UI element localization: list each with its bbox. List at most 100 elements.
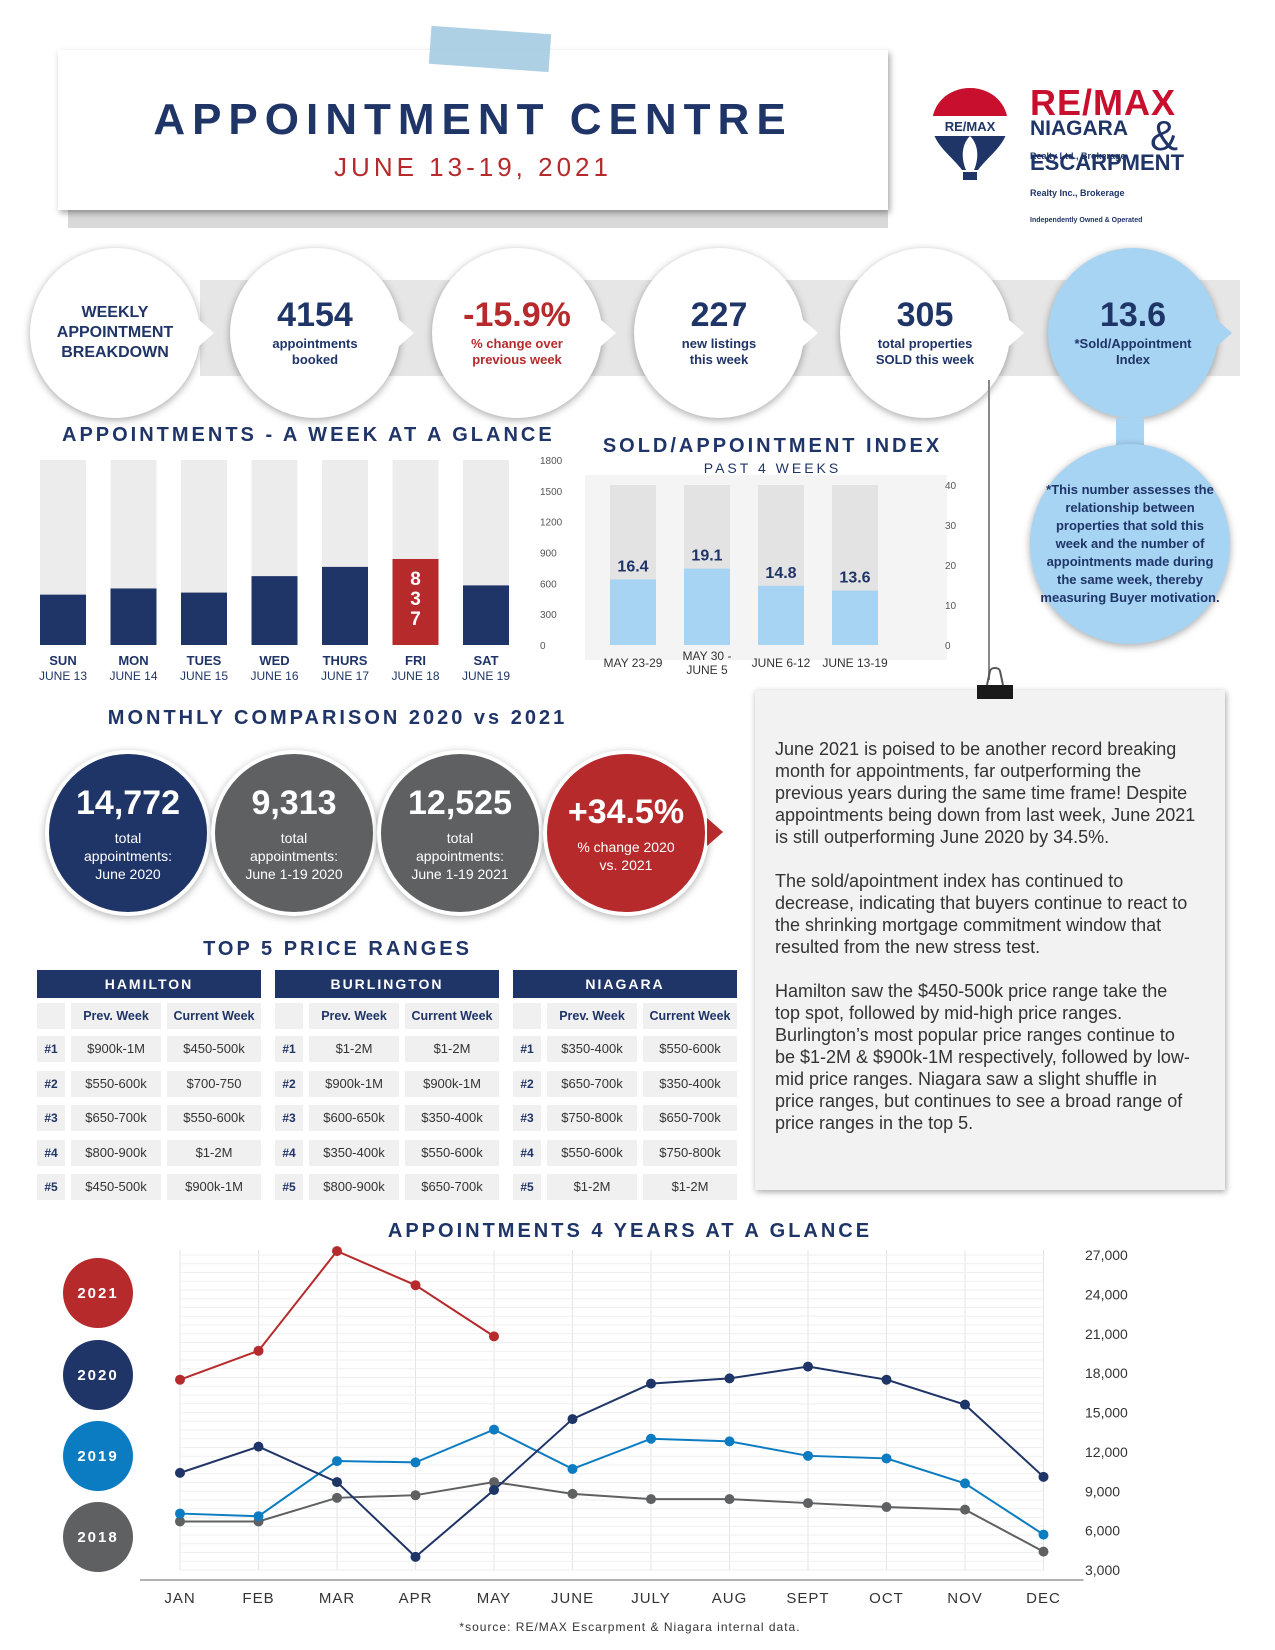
index-note-circle: *This number assesses the relationship b… bbox=[1030, 444, 1230, 644]
week-bar bbox=[251, 576, 298, 645]
index-category-label: JUNE 13-19 bbox=[822, 656, 888, 670]
week-y-tick: 600 bbox=[540, 579, 557, 590]
index-chart-title: SOLD/APPOINTMENT INDEX bbox=[602, 435, 943, 457]
series-point-2019 bbox=[253, 1511, 264, 1522]
stat-index-circle: 13.6 *Sold/Appointment Index bbox=[1048, 248, 1232, 418]
series-point-2020 bbox=[960, 1399, 970, 1410]
years-x-tick: JAN bbox=[164, 1590, 195, 1607]
monthly-value: 14,772 bbox=[76, 783, 180, 822]
week-date-label: JUNE 15 bbox=[180, 669, 228, 683]
rank-cell: #5 bbox=[513, 1174, 541, 1200]
price-cell: $1-2M bbox=[405, 1036, 499, 1062]
index-bar bbox=[610, 579, 656, 645]
years-x-tick: OCT bbox=[869, 1590, 904, 1607]
index-category-label: MAY 30 - bbox=[683, 649, 732, 663]
rank-cell: #3 bbox=[37, 1105, 65, 1131]
price-cell: $1-2M bbox=[309, 1036, 399, 1062]
price-cell: $650-700k bbox=[405, 1174, 499, 1200]
logo-brand: RE/MAX bbox=[1030, 82, 1177, 123]
series-point-2020 bbox=[567, 1414, 578, 1425]
column-header-prev: Prev. Week bbox=[71, 1003, 161, 1029]
monthly-circle-june-1-19-2020: 9,313 total appointments: June 1-19 2020 bbox=[211, 750, 377, 916]
years-x-tick: DEC bbox=[1026, 1590, 1061, 1607]
index-category-label: MAY 23-29 bbox=[604, 656, 663, 670]
price-cell: $550-600k bbox=[405, 1139, 499, 1166]
series-point-2020 bbox=[646, 1378, 656, 1389]
rank-cell: #1 bbox=[37, 1036, 65, 1062]
years-x-tick: MAY bbox=[477, 1590, 511, 1607]
series-point-2018 bbox=[489, 1477, 499, 1488]
table-header-niagara: NIAGARA bbox=[513, 970, 737, 998]
stat-sold-label: total properties SOLD this week bbox=[875, 336, 975, 367]
price-cell: $350-400k bbox=[405, 1105, 499, 1131]
price-cell: $900k-1M bbox=[405, 1070, 499, 1097]
series-point-2021 bbox=[175, 1374, 185, 1385]
stat-listings-circle: 227 new listings this week bbox=[634, 248, 818, 418]
week-bar bbox=[392, 558, 439, 645]
week-day-label: THURS bbox=[323, 653, 368, 668]
series-point-2021 bbox=[410, 1280, 421, 1291]
series-point-2019 bbox=[881, 1453, 892, 1464]
series-line-2018 bbox=[180, 1481, 1044, 1553]
price-cell: $350-400k bbox=[309, 1139, 399, 1166]
series-point-2020 bbox=[803, 1361, 813, 1372]
series-point-2019 bbox=[960, 1478, 970, 1489]
stat-sold-circle: 305 total properties SOLD this week bbox=[840, 248, 1024, 418]
price-cell: $600-650k bbox=[309, 1105, 399, 1131]
week-date-label: JUNE 18 bbox=[391, 669, 439, 683]
binder-clip-icon bbox=[977, 667, 1013, 699]
monthly-title: MONTHLY COMPARISON 2020 vs 2021 bbox=[107, 707, 568, 729]
price-cell: $550-600k bbox=[547, 1139, 637, 1166]
series-point-2019 bbox=[332, 1456, 342, 1467]
stat-intro-circle: WEEKLY APPOINTMENT BREAKDOWN bbox=[30, 248, 214, 418]
table-header-hamilton: HAMILTON bbox=[37, 970, 261, 998]
week-day-label: FRI bbox=[405, 653, 426, 668]
logo-escarpment: ESCARPMENT Realty Inc., Brokerage Independ… bbox=[1030, 150, 1184, 228]
week-bar-value-label: 7 bbox=[410, 609, 421, 630]
price-cell: $750-800k bbox=[547, 1105, 637, 1131]
series-point-2018 bbox=[803, 1498, 813, 1509]
week-date-label: JUNE 14 bbox=[109, 669, 157, 683]
week-bar bbox=[322, 566, 368, 645]
series-line-2020 bbox=[179, 1365, 1045, 1559]
note-paragraph: The sold/apointment index has continued … bbox=[775, 871, 1188, 957]
stat-intro-label: WEEKLY APPOINTMENT BREAKDOWN bbox=[56, 304, 174, 361]
stat-change-value: -15.9% bbox=[463, 296, 571, 334]
table-header-burlington: BURLINGTON bbox=[275, 970, 499, 998]
rank-cell: #5 bbox=[37, 1174, 65, 1200]
years-x-tick: FEB bbox=[242, 1590, 274, 1607]
logo-escarpment-sub: Realty Inc., Brokerage bbox=[1030, 188, 1125, 198]
week-day-label: SUN bbox=[49, 653, 76, 668]
price-cell: $550-600k bbox=[643, 1036, 737, 1062]
monthly-circle-change: +34.5% % change 2020 vs. 2021 bbox=[543, 750, 709, 916]
stat-listings-value: 227 bbox=[690, 296, 748, 334]
logo-tagline: Independently Owned & Operated bbox=[1030, 217, 1143, 224]
stat-listings-label: new listings this week bbox=[681, 336, 757, 367]
monthly-circle-june-2020: 14,772 total appointments: June 2020 bbox=[45, 750, 211, 916]
legend-2019: 2019 bbox=[63, 1421, 133, 1491]
monthly-circle-june-1-19-2021: 12,525 total appointments: June 1-19 202… bbox=[377, 750, 543, 916]
series-point-2020 bbox=[1038, 1471, 1049, 1482]
index-bar-value-label: 19.1 bbox=[691, 548, 722, 565]
week-bar bbox=[463, 585, 509, 645]
index-y-tick: 0 bbox=[945, 641, 951, 652]
legend-2021: 2021 bbox=[63, 1258, 133, 1328]
note-paragraph: Hamilton saw the $450-500k price range t… bbox=[775, 981, 1190, 1133]
series-point-2020 bbox=[253, 1441, 264, 1452]
price-cell: $1-2M bbox=[167, 1139, 261, 1166]
column-header-current: Current Week bbox=[643, 1003, 737, 1029]
week-y-tick: 900 bbox=[540, 549, 557, 560]
week-chart-title: APPOINTMENTS - A WEEK AT A GLANCE bbox=[62, 424, 555, 446]
rank-cell: #4 bbox=[37, 1139, 65, 1166]
years-x-tick: JUNE bbox=[551, 1590, 594, 1607]
rank-cell: #4 bbox=[513, 1139, 541, 1166]
index-y-tick: 40 bbox=[945, 481, 957, 492]
years-x-tick: APR bbox=[399, 1590, 433, 1607]
week-day-label: WED bbox=[259, 653, 289, 668]
rank-cell: #1 bbox=[513, 1036, 541, 1062]
years-y-tick: 27,000 bbox=[1085, 1247, 1128, 1263]
week-day-label: SAT bbox=[473, 653, 498, 668]
price-cell: $550-600k bbox=[167, 1105, 261, 1131]
series-point-2020 bbox=[724, 1373, 735, 1384]
series-line-2019 bbox=[179, 1428, 1045, 1536]
